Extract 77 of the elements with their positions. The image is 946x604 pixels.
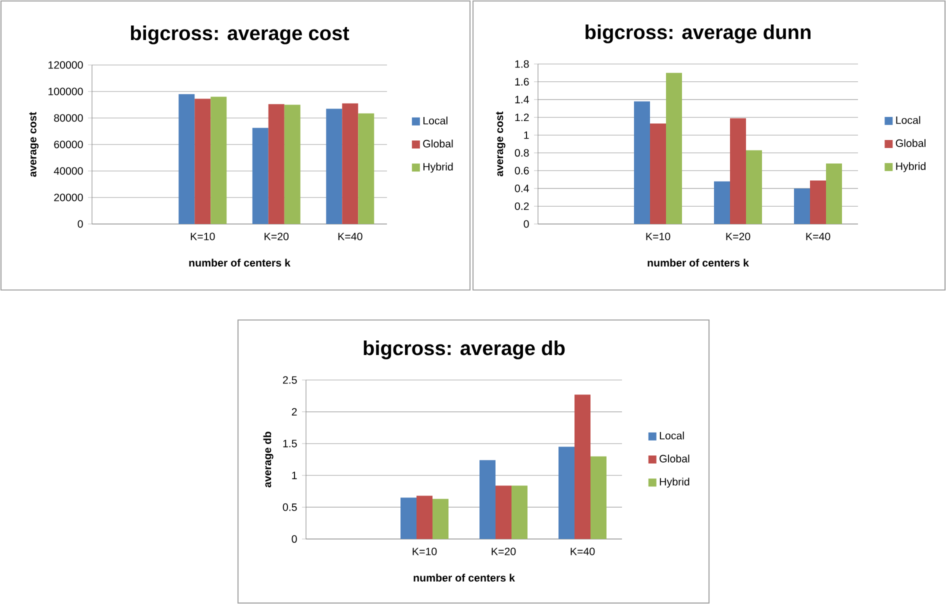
bar — [432, 498, 449, 539]
y-tick-label: 0.8 — [514, 149, 529, 157]
x-axis-title: number of centers k — [648, 258, 749, 267]
chart-title: bigcross: average dunn — [586, 24, 810, 44]
x-tick-label: K=20 — [492, 548, 516, 556]
legend-label: Global — [896, 139, 926, 147]
bar — [268, 104, 284, 224]
y-tick-label: 1 — [292, 472, 297, 480]
y-tick-label: 80000 — [54, 114, 83, 122]
legend-label: Local — [423, 116, 448, 124]
y-tick-label: 1.5 — [283, 440, 297, 448]
bar — [416, 496, 433, 539]
y-tick-label: 0.2 — [514, 202, 529, 210]
y-tick-label: 40000 — [54, 167, 83, 175]
y-tick-label: 2 — [292, 408, 297, 416]
x-tick-label: K=40 — [570, 548, 595, 556]
y-tick-label: 0.6 — [514, 166, 529, 174]
y-tick-label: 1 — [524, 131, 529, 139]
bar — [358, 113, 374, 224]
bar — [210, 96, 227, 224]
bar — [634, 101, 650, 224]
y-tick-label: 20000 — [54, 194, 83, 202]
y-axis-title: average cost — [29, 112, 39, 177]
x-tick-label: K=10 — [190, 232, 215, 240]
legend-label: Local — [660, 432, 684, 440]
bar — [650, 124, 666, 224]
bar — [512, 486, 528, 539]
bar — [574, 394, 591, 539]
bar — [480, 460, 496, 539]
bar — [730, 118, 746, 224]
bar — [746, 150, 762, 224]
bar — [400, 498, 417, 539]
legend-label: Global — [660, 454, 690, 462]
bar — [194, 98, 211, 224]
y-axis-title: average cost — [496, 112, 506, 176]
bar — [496, 486, 512, 539]
legend-label: Global — [423, 140, 453, 148]
x-axis-title: number of centers k — [414, 574, 515, 582]
y-tick-label: 100000 — [48, 88, 83, 96]
y-tick-label: 0 — [292, 535, 297, 543]
bar — [342, 103, 358, 224]
bar — [284, 104, 300, 224]
y-tick-label: 0.4 — [514, 184, 529, 192]
legend-label: Hybrid — [896, 162, 926, 172]
chart-title: bigcross: average db — [364, 340, 565, 360]
y-axis-title: average db — [263, 432, 274, 488]
y-tick-label: 1.2 — [515, 114, 529, 122]
y-tick-label: 1.8 — [515, 60, 529, 68]
y-tick-label: 60000 — [54, 140, 83, 148]
bar — [826, 164, 842, 224]
bar — [326, 108, 342, 224]
x-tick-label: K=40 — [806, 232, 830, 240]
y-tick-label: 2.5 — [283, 376, 297, 384]
y-tick-label: 0.5 — [282, 503, 297, 511]
legend-label: Hybrid — [660, 478, 690, 488]
x-tick-label: K=10 — [646, 232, 670, 240]
x-tick-label: K=20 — [264, 232, 289, 240]
bar — [810, 180, 826, 224]
y-tick-label: 1.6 — [515, 78, 529, 86]
legend-label: Local — [896, 116, 920, 124]
x-tick-label: K=40 — [338, 232, 362, 240]
y-tick-label: 0 — [78, 220, 83, 228]
bar — [178, 94, 195, 224]
x-axis-title: number of centers k — [189, 258, 290, 267]
x-tick-label: K=20 — [726, 232, 750, 240]
y-tick-label: 0 — [524, 220, 529, 228]
bar — [714, 181, 730, 224]
y-tick-label: 120000 — [48, 61, 83, 69]
y-tick-label: 1.4 — [515, 96, 529, 104]
bar — [590, 456, 607, 539]
bar — [666, 72, 682, 224]
bar — [558, 446, 575, 539]
chart-title: bigcross: average cost — [130, 26, 350, 44]
x-tick-label: K=10 — [412, 548, 437, 556]
legend-label: Hybrid — [423, 162, 453, 173]
bar — [252, 128, 268, 224]
bar — [794, 188, 810, 224]
